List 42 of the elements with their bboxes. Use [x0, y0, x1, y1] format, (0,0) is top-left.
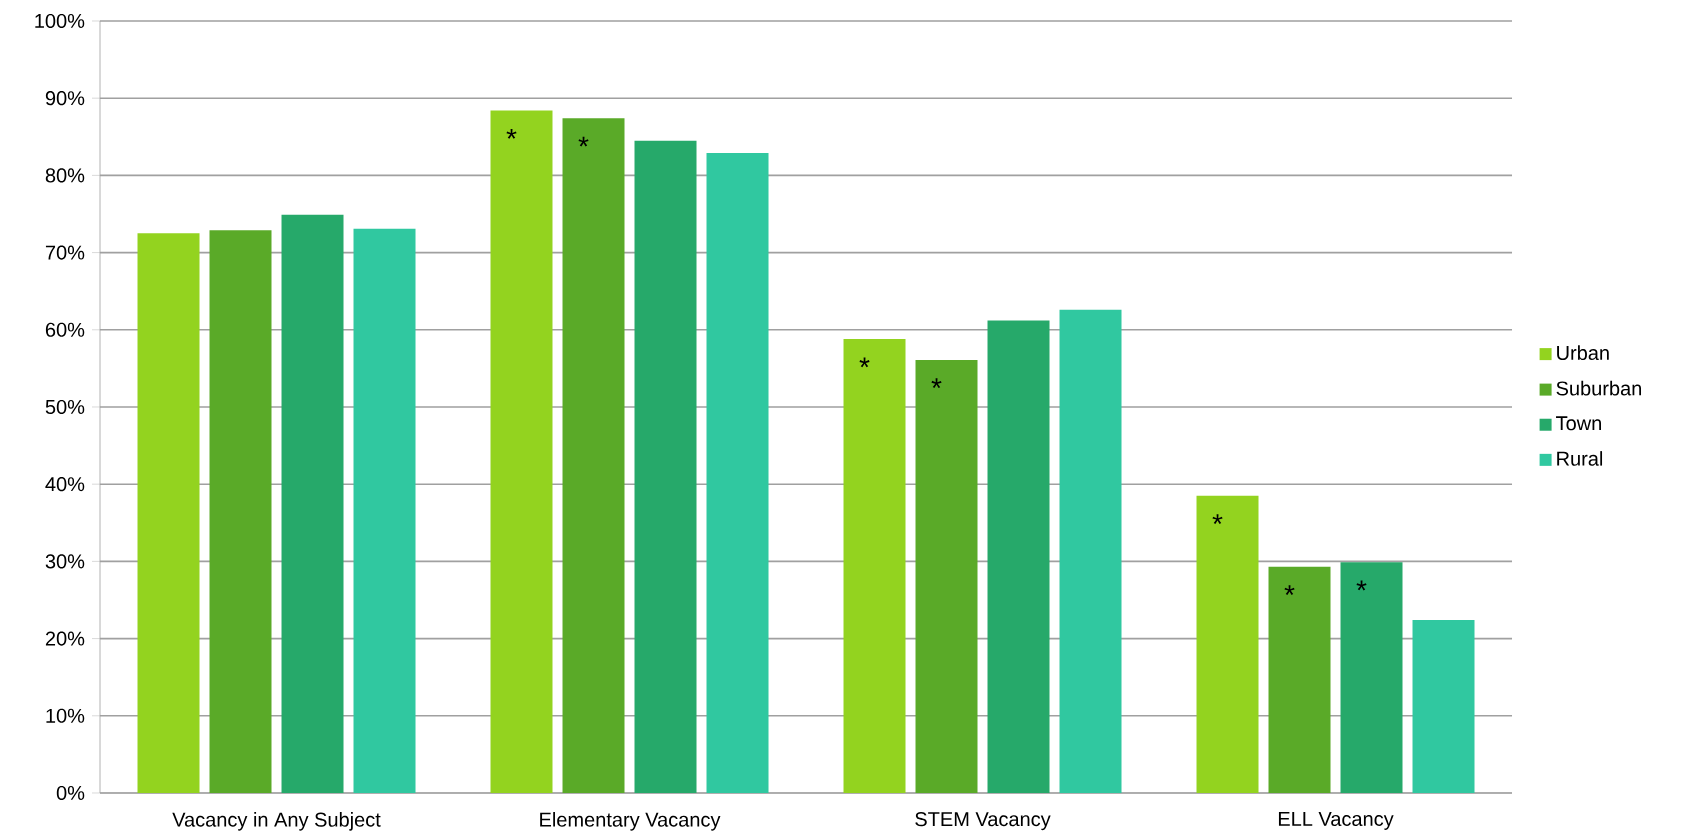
bar	[137, 233, 200, 793]
y-tick-label: 20%	[45, 631, 85, 646]
legend-label: Town	[1556, 416, 1601, 431]
y-tick-label: 100%	[35, 13, 85, 29]
bar	[490, 110, 553, 793]
y-tick-label: 70%	[45, 245, 85, 260]
legend-label: Urban	[1557, 345, 1609, 361]
bar	[353, 228, 416, 793]
y-tick-label: 10%	[46, 708, 85, 723]
bar	[1340, 562, 1403, 793]
y-tick-label: 50%	[45, 399, 85, 415]
x-tick-label: STEM Vacancy	[915, 812, 1051, 831]
bar	[281, 214, 344, 793]
legend-label: Rural	[1557, 451, 1603, 466]
y-tick-label: 80%	[45, 168, 85, 183]
bar	[562, 118, 625, 793]
bar	[209, 230, 272, 793]
bar	[1412, 620, 1475, 793]
annotation: *	[506, 128, 517, 139]
annotation: *	[931, 378, 942, 389]
bar	[843, 339, 906, 793]
x-tick-label: Vacancy in Any Subject	[172, 812, 381, 831]
bar	[1059, 309, 1122, 793]
bar	[915, 359, 978, 793]
y-tick-label: 60%	[45, 322, 85, 337]
y-tick-label: 40%	[45, 477, 85, 492]
annotation: *	[578, 136, 589, 147]
bar	[634, 140, 697, 793]
bar	[1268, 566, 1331, 793]
annotation: *	[1212, 514, 1223, 524]
bar	[1196, 495, 1259, 793]
annotation: *	[1356, 580, 1367, 591]
bar	[706, 153, 769, 793]
y-tick-label: 90%	[45, 91, 85, 106]
x-tick-label: Elementary Vacancy	[540, 812, 721, 831]
y-tick-label: 30%	[45, 554, 85, 569]
x-tick-label: ELL Vacancy	[1278, 812, 1394, 830]
legend-label: Suburban	[1556, 380, 1642, 396]
bar	[987, 320, 1050, 793]
y-tick-label: 0%	[56, 785, 85, 801]
annotation: *	[859, 357, 870, 368]
annotation: *	[1284, 585, 1295, 596]
